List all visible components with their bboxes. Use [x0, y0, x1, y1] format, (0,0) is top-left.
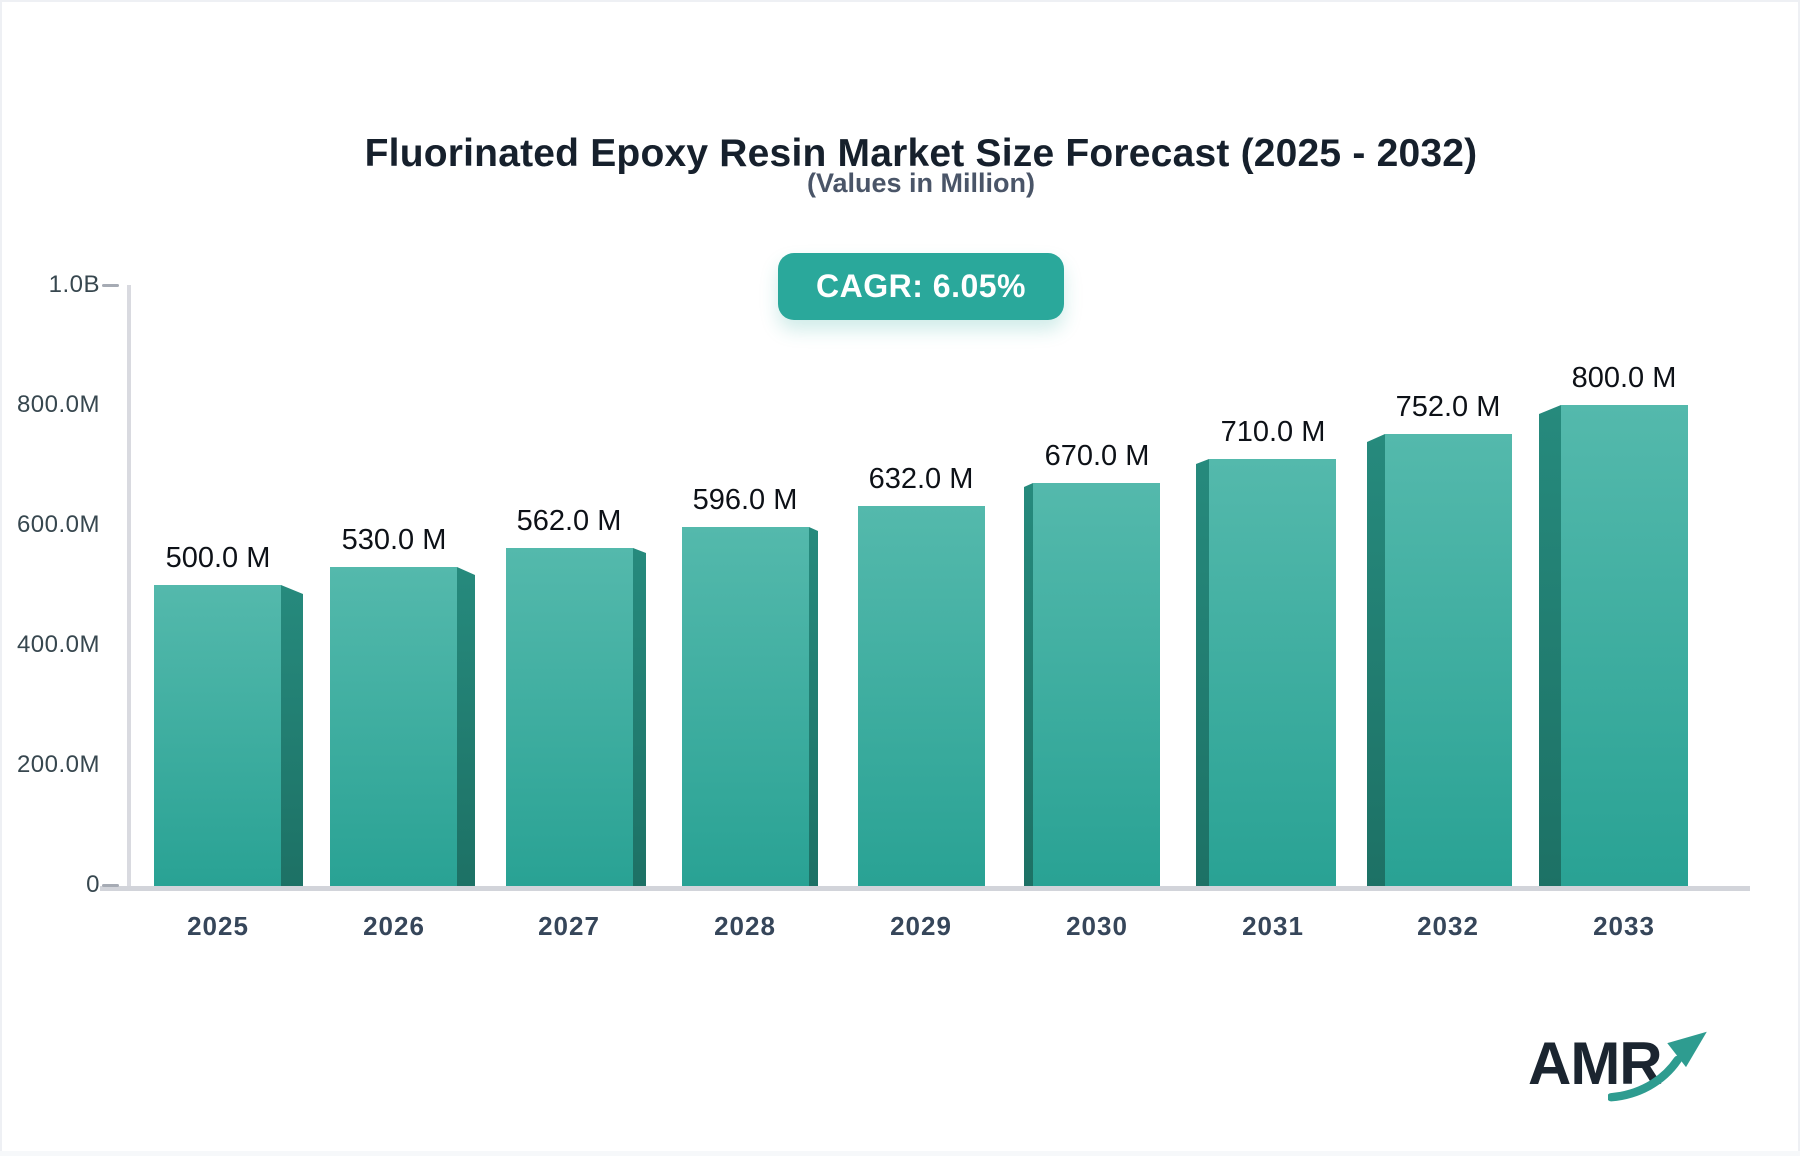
x-axis-label-2031: 2031 — [1242, 911, 1304, 941]
x-axis-label-2025: 2025 — [187, 911, 249, 941]
bar-2030-side-shade — [1024, 483, 1033, 886]
bar-value-label: 800.0 M — [1571, 362, 1677, 394]
x-axis-label-2027: 2027 — [538, 911, 600, 941]
y-axis-tick-label: 0 — [86, 871, 100, 898]
bar-value-label: 562.0 M — [516, 505, 622, 537]
bar-2033[interactable] — [1561, 405, 1688, 886]
bar-2031-side-shade — [1196, 459, 1209, 886]
x-axis-label-2030: 2030 — [1066, 911, 1128, 941]
bar-2032[interactable] — [1385, 434, 1512, 886]
x-axis-baseline — [100, 886, 1750, 891]
cagr-badge: CAGR: 6.05% — [778, 253, 1064, 320]
chart-subtitle: (Values in Million) — [806, 168, 1036, 198]
bar-2027[interactable] — [506, 548, 633, 886]
bar-2029[interactable] — [858, 506, 985, 886]
bar-value-label: 596.0 M — [692, 484, 798, 516]
amr-logo-text: AMR — [1528, 1030, 1663, 1097]
bar-value-label: 710.0 M — [1220, 416, 1326, 448]
y-axis-line — [127, 285, 131, 886]
y-axis-tick-label: 200.0M — [16, 751, 100, 778]
bar-2026-side-shade — [457, 567, 475, 886]
bar-value-label: 670.0 M — [1044, 440, 1150, 472]
bar-2025[interactable] — [154, 585, 281, 886]
y-axis-tick-label: 1.0B — [48, 271, 100, 298]
bar-2033-side-shade — [1539, 405, 1561, 886]
bar-2031[interactable] — [1209, 459, 1336, 886]
bar-value-label: 500.0 M — [165, 542, 271, 574]
bar-value-label: 632.0 M — [868, 463, 974, 495]
chart-title: Fluorinated Epoxy Resin Market Size Fore… — [364, 132, 1478, 176]
bar-2028[interactable] — [682, 527, 809, 886]
x-axis-label-2032: 2032 — [1417, 911, 1479, 941]
bar-2025-side-shade — [281, 585, 303, 886]
bottom-edge-strip — [0, 1151, 1800, 1156]
trend-up-arrow-icon — [1608, 1031, 1707, 1102]
y-axis-tick-mark — [102, 884, 119, 887]
x-axis-label-2029: 2029 — [890, 911, 952, 941]
x-axis-label-2033: 2033 — [1593, 911, 1655, 941]
bar-2030[interactable] — [1033, 483, 1160, 886]
y-axis-tick-label: 400.0M — [16, 631, 100, 658]
x-axis-label-2026: 2026 — [363, 911, 425, 941]
bar-2026[interactable] — [330, 567, 457, 886]
bar-value-label: 530.0 M — [341, 524, 447, 556]
bar-2028-side-shade — [809, 527, 818, 886]
y-axis-tick-label: 800.0M — [16, 391, 100, 418]
amr-logo: AMR — [1528, 1030, 1728, 1112]
bar-value-label: 752.0 M — [1395, 391, 1501, 423]
bar-2027-side-shade — [633, 548, 646, 886]
y-axis-tick-label: 600.0M — [16, 511, 100, 538]
y-axis-tick-mark — [102, 284, 119, 287]
x-axis-label-2028: 2028 — [714, 911, 776, 941]
bar-2032-side-shade — [1367, 434, 1385, 886]
